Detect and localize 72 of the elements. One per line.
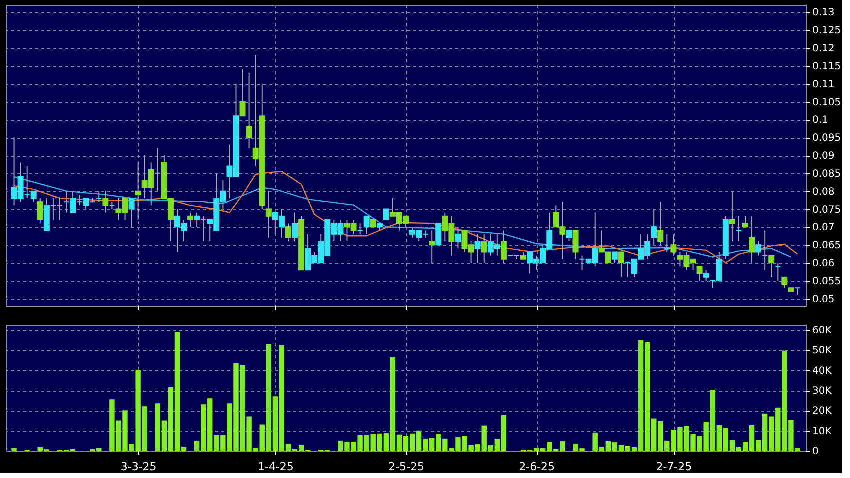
candlestick [109,202,116,210]
candlestick [651,208,658,246]
candlestick [749,216,756,264]
y-tick-label: 0.095 [812,133,842,144]
candlestick [364,216,370,235]
bar [12,448,17,451]
candlestick [292,212,298,242]
y-tick-label: 0.065 [812,240,842,252]
y-tick-label: 0.055 [812,276,842,288]
y-tick-label: 30K [812,386,832,398]
candlestick [794,288,801,296]
candlestick [742,216,749,228]
y-tick-label: 0.115 [812,61,842,72]
y-tick-label: 0.06 [812,258,835,270]
y-tick-label: 0.1 [812,115,828,126]
candlestick [664,234,670,253]
candlestick [436,223,442,246]
candlestick [96,190,102,203]
candlestick [455,226,462,250]
y-tick-label: 0.11 [812,79,835,90]
y-tick-label: 0.05 [812,294,835,306]
candlestick [618,252,624,278]
candlestick [756,241,762,256]
x-tick-label: 2-6-25 [519,460,556,474]
y-tick-label: 50K [812,346,832,357]
y-tick-label: 0 [812,446,819,458]
candlestick [768,255,775,278]
y-tick-label: 0.12 [812,44,835,54]
x-tick-label: 1-4-25 [258,460,294,474]
y-tick-label: 0.105 [812,97,842,108]
candlestick [703,270,710,282]
candlestick [762,230,768,271]
y-tick-label: 0.07 [812,222,835,234]
candlestick [383,208,390,220]
x-tick-label: 2-5-25 [388,460,424,474]
y-tick-label: 10K [812,426,832,438]
candlestick [135,162,142,220]
candlestick [736,216,742,242]
candlestick [429,230,436,264]
y-tick-label: 20K [812,406,832,418]
candlestick [566,230,572,242]
candlestick [285,223,292,242]
candlestick [481,234,488,264]
candlestick [266,190,272,238]
x-tick-label: 2-7-25 [656,460,692,474]
candlestick [357,223,364,235]
candlestick [246,72,252,149]
candlestick [154,148,161,192]
y-tick-label: 0.13 [812,8,835,19]
candlestick [188,212,194,228]
candlestick [572,230,579,260]
candlestick [775,262,782,282]
candlestick [240,69,246,117]
candlestick [658,202,664,246]
x-tick-label: 3-3-25 [120,460,157,474]
y-tick-label: 60K [812,326,832,337]
candlestick [500,230,507,264]
y-tick-label: 40K [812,366,832,377]
y-tick-label: 0.125 [812,26,842,37]
candlestick [474,234,481,264]
y-tick-label: 0.09 [812,151,835,162]
candlestick [696,266,703,282]
y-tick-label: 0.085 [812,168,842,180]
y-tick-label: 0.08 [812,186,835,198]
y-tick-label: 0.075 [812,204,842,216]
candlestick [670,234,677,256]
candlestick [102,190,109,214]
candlestick [729,190,736,242]
candlestick [782,276,788,289]
candlestick [37,198,44,224]
candlestick [128,198,135,228]
candlestick [612,252,618,264]
